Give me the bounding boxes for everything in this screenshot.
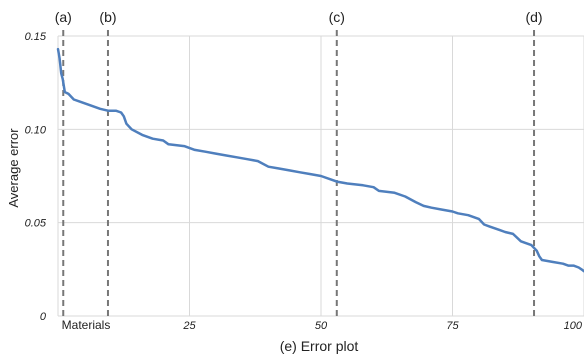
series-line-average-error <box>56 47 584 273</box>
y-tick-label: 0.05 <box>25 218 47 230</box>
marker-label: (d) <box>525 9 542 25</box>
y-tick-label: 0 <box>40 311 47 323</box>
x-tick-label: 25 <box>182 320 196 332</box>
y-axis-tick-labels: 0 0.05 0.10 0.15 <box>25 31 47 323</box>
marker-label: (b) <box>99 9 116 25</box>
marker-label: (c) <box>329 9 345 25</box>
x-axis-label: Materials <box>62 318 111 332</box>
x-tick-label: 75 <box>446 320 459 332</box>
gridlines <box>57 35 584 317</box>
vertical-marker-lines: (a) (b) (c) (d) <box>55 9 543 316</box>
marker-label: (a) <box>55 9 72 25</box>
y-tick-label: 0.10 <box>25 124 47 136</box>
x-tick-label: 50 <box>315 320 328 332</box>
figure-caption: (e) Error plot <box>280 338 359 354</box>
x-tick-label: 100 <box>564 320 583 332</box>
y-axis-label: Average error <box>6 128 21 208</box>
x-axis-tick-labels: 25 50 75 100 <box>182 320 583 332</box>
y-tick-label: 0.15 <box>25 31 47 43</box>
